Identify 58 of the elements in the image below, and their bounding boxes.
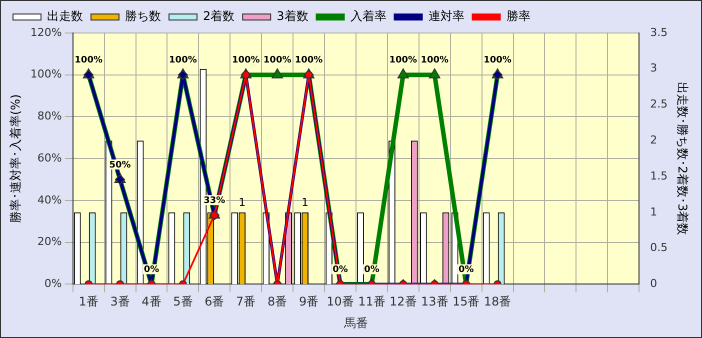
data-label: 0% — [144, 265, 160, 276]
x-axis-title: 馬番 — [342, 316, 368, 330]
data-label: 1 — [302, 196, 309, 209]
x-tick-label: 4番 — [142, 294, 162, 309]
y-tick-label: 40% — [37, 193, 62, 206]
y2-axis-title: 出走数･勝ち数･2着数･3着数 — [676, 82, 690, 236]
x-tick-label: 18番 — [484, 294, 512, 309]
y2-tick-label: 1 — [650, 205, 658, 218]
point — [272, 68, 284, 78]
data-label: 0% — [332, 265, 348, 276]
x-tick-label: 7番 — [236, 294, 256, 309]
data-label: 50% — [109, 160, 131, 170]
data-label: 0% — [458, 265, 474, 276]
legend-label: 出走数 — [47, 9, 83, 24]
y-tick-label: 80% — [37, 110, 62, 123]
y-tick-label: 20% — [37, 235, 62, 248]
y2-tick-label: 2 — [650, 134, 658, 147]
x-tick-label: 11番 — [358, 294, 386, 309]
data-label: 100% — [169, 56, 197, 66]
x-tick-label: 5番 — [173, 294, 193, 309]
y2-tick-label: 0.5 — [650, 241, 668, 254]
x-tick-label: 3番 — [110, 294, 130, 309]
y2-tick-label: 3.5 — [650, 26, 668, 39]
data-label: 100% — [74, 56, 102, 66]
data-label: 100% — [294, 56, 323, 66]
data-label: 100% — [263, 56, 292, 66]
point — [428, 68, 440, 78]
data-label: 1 — [238, 196, 246, 209]
x-tick-label: 13番 — [420, 294, 448, 309]
data-label: 33% — [204, 196, 226, 206]
data-label: 100% — [389, 56, 418, 66]
x-tick-label: 1番 — [78, 294, 98, 309]
legend-label: 勝率 — [506, 9, 530, 24]
y-axis-title: 勝率･連対率･入着率(%) — [8, 94, 22, 223]
y-tick-label: 100% — [30, 68, 62, 81]
data-label: 100% — [484, 56, 512, 66]
y-tick-label: 120% — [30, 26, 62, 39]
y2-tick-label: 2.5 — [650, 98, 668, 111]
legend-label: 入着率 — [350, 9, 386, 24]
y2-tick-label: 0 — [650, 277, 658, 290]
x-tick-label: 15番 — [452, 294, 480, 309]
data-label: 100% — [232, 56, 260, 66]
data-label: 100% — [420, 56, 449, 66]
y2-tick-label: 1.5 — [650, 169, 668, 182]
x-tick-label: 10番 — [326, 294, 354, 309]
legend-label: 3着数 — [276, 9, 308, 24]
legend-label: 連対率 — [428, 9, 464, 24]
x-tick-label: 12番 — [390, 294, 417, 309]
y-tick-label: 0% — [44, 277, 62, 290]
legend-label: 勝ち数 — [125, 9, 161, 24]
x-tick-label: 8番 — [268, 294, 288, 309]
legend-label: 2着数 — [203, 9, 235, 24]
x-tick-label: 6番 — [204, 294, 224, 309]
x-tick-label: 9番 — [298, 294, 319, 309]
point — [397, 68, 409, 78]
y-tick-label: 60% — [37, 151, 62, 164]
data-label: 0% — [364, 265, 380, 276]
y2-tick-label: 3 — [650, 62, 658, 75]
